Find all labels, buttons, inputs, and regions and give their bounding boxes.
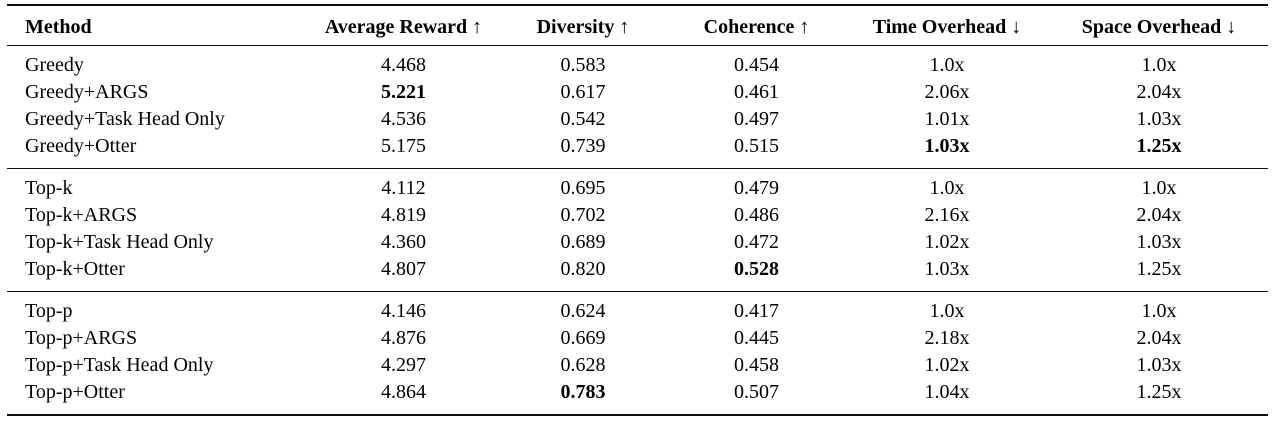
value-cell: 1.0x xyxy=(1141,177,1177,199)
value-cell: 1.0x xyxy=(929,54,965,76)
method-cell: Top-k+Otter xyxy=(25,258,125,280)
value-cell: 4.807 xyxy=(381,258,426,280)
paper-results-table-page: Method Average Reward ↑ Diversity ↑ Cohe… xyxy=(0,4,1275,431)
value-cell: 1.0x xyxy=(929,300,965,322)
col-header-space-overhead: Space Overhead ↓ xyxy=(1081,16,1237,38)
value-cell: 1.02x xyxy=(924,231,970,253)
value-cell: 4.536 xyxy=(381,108,426,130)
method-cell: Top-k xyxy=(25,177,73,199)
value-cell: 1.0x xyxy=(1141,300,1177,322)
value-cell: 2.16x xyxy=(924,204,970,226)
value-cell: 1.25x xyxy=(1136,381,1182,403)
value-cell: 0.820 xyxy=(560,258,606,280)
value-cell: 1.25x xyxy=(1136,258,1182,280)
value-cell: 2.04x xyxy=(1136,81,1182,103)
value-cell: 4.146 xyxy=(381,300,426,322)
value-cell: 0.417 xyxy=(734,300,779,322)
value-cell: 1.03x xyxy=(1136,108,1182,130)
value-cell: 0.472 xyxy=(734,231,779,253)
value-cell: 4.876 xyxy=(381,327,426,349)
value-cell: 1.25x xyxy=(1136,135,1182,157)
header-row: Method Average Reward ↑ Diversity ↑ Cohe… xyxy=(7,5,1268,46)
value-cell: 0.454 xyxy=(734,54,779,76)
table-row: Top-k+ARGS 4.819 0.702 0.486 2.16x 2.04x xyxy=(7,202,1268,229)
value-cell: 2.06x xyxy=(924,81,970,103)
table-row: Top-p+ARGS 4.876 0.669 0.445 2.18x 2.04x xyxy=(7,325,1268,352)
value-cell: 4.864 xyxy=(381,381,426,403)
value-cell: 1.03x xyxy=(1136,231,1182,253)
table-header: Method Average Reward ↑ Diversity ↑ Cohe… xyxy=(7,5,1268,46)
value-cell: 1.0x xyxy=(1141,54,1177,76)
table-group: Top-k 4.112 0.695 0.479 1.0x 1.0x Top-k+ARGS 4.… xyxy=(7,168,1268,292)
value-cell: 0.497 xyxy=(734,108,779,130)
table-row: Top-p 4.146 0.624 0.417 1.0x 1.0x xyxy=(7,292,1268,326)
method-cell: Greedy xyxy=(25,54,84,76)
value-cell: 0.689 xyxy=(560,231,606,253)
value-cell: 0.479 xyxy=(734,177,779,199)
results-table: Method Average Reward ↑ Diversity ↑ Cohe… xyxy=(7,4,1268,416)
value-cell: 0.515 xyxy=(734,135,779,157)
table-row: Top-p+Task Head Only 4.297 0.628 0.458 1.02x… xyxy=(7,352,1268,379)
method-cell: Greedy+Task Head Only xyxy=(25,108,225,130)
table-row: Top-k+Otter 4.807 0.820 0.528 1.03x 1.25x xyxy=(7,256,1268,292)
table-row: Top-k+Task Head Only 4.360 0.689 0.472 1.02x… xyxy=(7,229,1268,256)
value-cell: 1.03x xyxy=(924,258,970,280)
table-group: Greedy 4.468 0.583 0.454 1.0x 1.0x Greedy+ARGS… xyxy=(7,46,1268,169)
value-cell: 1.04x xyxy=(924,381,970,403)
value-cell: 4.297 xyxy=(381,354,426,376)
col-header-coherence: Coherence ↑ xyxy=(703,16,810,38)
value-cell: 4.112 xyxy=(381,177,426,199)
table-group: Top-p 4.146 0.624 0.417 1.0x 1.0x Top-p+ARGS 4.… xyxy=(7,291,1268,416)
value-cell: 5.175 xyxy=(381,135,426,157)
value-cell: 0.583 xyxy=(560,54,606,76)
method-cell: Top-p+Task Head Only xyxy=(25,354,214,376)
value-cell: 5.221 xyxy=(381,81,426,103)
value-cell: 1.03x xyxy=(1136,354,1182,376)
table-row: Greedy+Task Head Only 4.536 0.542 0.497 1.01… xyxy=(7,106,1268,133)
table-row: Top-k 4.112 0.695 0.479 1.0x 1.0x xyxy=(7,169,1268,203)
method-cell: Top-p+ARGS xyxy=(25,327,138,349)
col-header-method: Method xyxy=(25,16,92,38)
value-cell: 0.528 xyxy=(734,258,779,280)
value-cell: 2.18x xyxy=(924,327,970,349)
col-header-time-overhead: Time Overhead ↓ xyxy=(872,16,1022,38)
value-cell: 1.0x xyxy=(929,177,965,199)
value-cell: 1.02x xyxy=(924,354,970,376)
value-cell: 0.486 xyxy=(734,204,779,226)
value-cell: 0.702 xyxy=(560,204,606,226)
value-cell: 0.624 xyxy=(560,300,606,322)
table-row: Greedy+ARGS 5.221 0.617 0.461 2.06x 2.04x xyxy=(7,79,1268,106)
value-cell: 0.739 xyxy=(560,135,606,157)
table-row: Top-p+Otter 4.864 0.783 0.507 1.04x 1.25x xyxy=(7,379,1268,415)
method-cell: Top-p+Otter xyxy=(25,381,125,403)
method-cell: Top-p xyxy=(25,300,73,322)
value-cell: 1.03x xyxy=(924,135,970,157)
method-cell: Greedy+ARGS xyxy=(25,81,149,103)
method-cell: Top-k+Task Head Only xyxy=(25,231,214,253)
value-cell: 1.01x xyxy=(924,108,970,130)
value-cell: 0.507 xyxy=(734,381,779,403)
value-cell: 4.360 xyxy=(381,231,426,253)
value-cell: 4.468 xyxy=(381,54,426,76)
value-cell: 0.461 xyxy=(734,81,779,103)
value-cell: 0.669 xyxy=(560,327,606,349)
value-cell: 2.04x xyxy=(1136,204,1182,226)
method-cell: Greedy+Otter xyxy=(25,135,137,157)
table-row: Greedy 4.468 0.583 0.454 1.0x 1.0x xyxy=(7,46,1268,80)
value-cell: 0.458 xyxy=(734,354,779,376)
value-cell: 4.819 xyxy=(381,204,426,226)
value-cell: 0.628 xyxy=(560,354,606,376)
value-cell: 0.617 xyxy=(560,81,606,103)
table-row: Greedy+Otter 5.175 0.739 0.515 1.03x 1.25x xyxy=(7,133,1268,169)
value-cell: 0.445 xyxy=(734,327,779,349)
value-cell: 0.695 xyxy=(560,177,606,199)
col-header-diversity: Diversity ↑ xyxy=(536,16,630,38)
method-cell: Top-k+ARGS xyxy=(25,204,138,226)
value-cell: 2.04x xyxy=(1136,327,1182,349)
value-cell: 0.542 xyxy=(560,108,606,130)
col-header-average-reward: Average Reward ↑ xyxy=(324,16,483,38)
value-cell: 0.783 xyxy=(560,381,606,403)
